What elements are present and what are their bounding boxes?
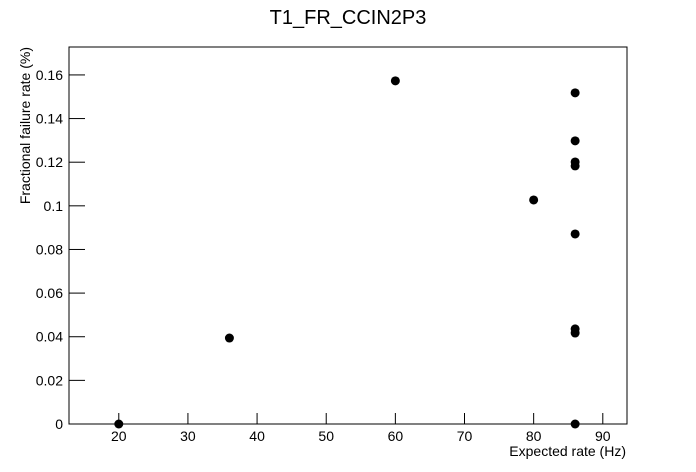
x-axis-label: Expected rate (Hz) <box>509 443 626 459</box>
y-tick-label: 0.04 <box>36 329 63 345</box>
x-tick-label: 80 <box>526 428 542 444</box>
y-tick-label: 0.14 <box>36 111 63 127</box>
y-tick-label: 0.08 <box>36 241 63 257</box>
y-tick-label: 0.16 <box>36 67 63 83</box>
point <box>570 136 580 146</box>
y-tick-label: 0.02 <box>36 372 63 388</box>
point <box>529 195 539 205</box>
point <box>224 333 234 343</box>
x-tick-label: 70 <box>457 428 473 444</box>
y-axis-label: Fractional failure rate (%) <box>17 47 33 204</box>
plot-frame <box>68 46 628 425</box>
x-tick-label: 40 <box>249 428 265 444</box>
point <box>570 328 580 338</box>
x-tick-label: 60 <box>388 428 404 444</box>
y-tick-label: 0.12 <box>36 154 63 170</box>
y-tick-label: 0.06 <box>36 285 63 301</box>
point <box>570 229 580 239</box>
point <box>114 419 124 429</box>
x-tick-label: 20 <box>111 428 127 444</box>
chart-title: T1_FR_CCIN2P3 <box>270 7 427 29</box>
point <box>390 76 400 86</box>
x-tick-label: 50 <box>318 428 334 444</box>
point <box>570 88 580 98</box>
x-tick-label: 90 <box>595 428 611 444</box>
y-tick-label: 0 <box>55 416 63 432</box>
point <box>570 161 580 171</box>
x-tick-label: 30 <box>180 428 196 444</box>
point <box>570 419 580 429</box>
y-tick-label: 0.1 <box>44 198 64 214</box>
